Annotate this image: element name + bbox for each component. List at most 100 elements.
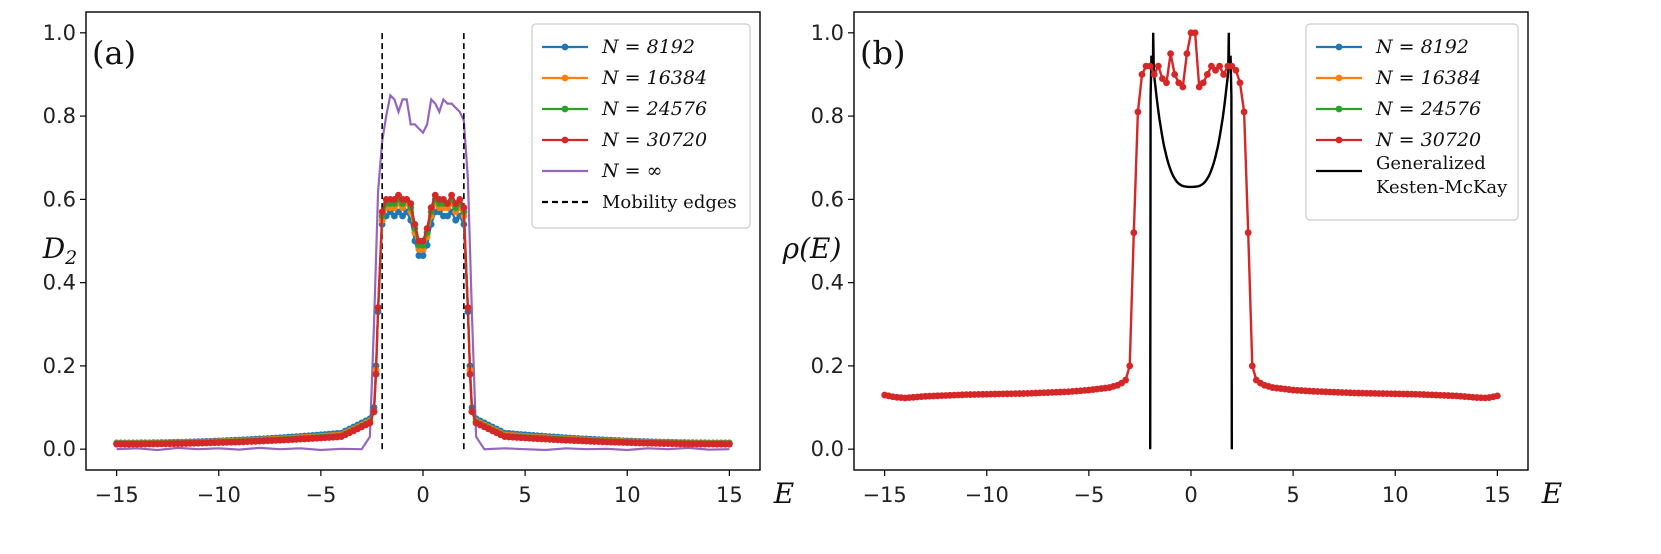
- data-point: [395, 208, 402, 216]
- data-point: [1240, 108, 1248, 116]
- legend-label: Mobility edges: [602, 192, 737, 213]
- data-point: [1175, 79, 1183, 87]
- data-point: [466, 370, 474, 378]
- series-density: [881, 29, 1501, 402]
- data-point: [1122, 376, 1130, 384]
- data-point: [419, 252, 427, 259]
- data-point: [411, 220, 419, 228]
- axes-ticks-a: −15 −10 −5 0 5 10 15 0.0 0.2 0.4 0.6 0.8 1.0: [43, 21, 743, 507]
- series-line: [116, 197, 730, 445]
- data-point: [725, 440, 733, 448]
- y-tick-label-a: 0.8: [43, 104, 76, 128]
- data-point: [468, 408, 476, 416]
- data-point: [452, 200, 460, 207]
- series-b: [881, 29, 1501, 450]
- y-tick-label-a: 0.0: [43, 437, 76, 461]
- data-point: [452, 216, 460, 224]
- legend-label: N = 24576: [1375, 98, 1481, 120]
- data-point: [1493, 392, 1501, 400]
- data-point: [1199, 79, 1207, 87]
- data-point: [1138, 71, 1146, 78]
- y-axis-label-b: ρ(E): [782, 232, 842, 265]
- legend-marker: [1335, 74, 1343, 82]
- y-tick-label-b: 0.4: [811, 271, 844, 295]
- data-point: [370, 408, 378, 416]
- x-tick-label-b: −10: [965, 483, 1009, 507]
- y-tick-label-a: 0.4: [43, 271, 76, 295]
- x-tick-label-a: 15: [716, 483, 743, 507]
- series-n16384: [113, 200, 733, 447]
- y-axis-label-a-sub: 2: [64, 247, 77, 269]
- data-point: [403, 195, 411, 203]
- data-point: [423, 225, 431, 232]
- data-point: [1150, 71, 1158, 78]
- panel-a: −15 −10 −5 0 5 10 15 0.0 0.2 0.4 0.6 0.8 1.0 (a) E D…: [42, 11, 794, 510]
- legend-marker: [1335, 136, 1343, 144]
- panel-label-b: (b): [860, 34, 905, 72]
- data-point: [1179, 83, 1187, 91]
- y-tick-label-b: 0.0: [811, 437, 844, 461]
- data-point: [1134, 108, 1142, 116]
- legend-label: N = 16384: [1375, 67, 1481, 89]
- data-point: [1130, 229, 1138, 237]
- legend-label: N = ∞: [601, 160, 662, 182]
- data-point: [395, 191, 402, 199]
- legend-label: Generalized: [1376, 153, 1486, 174]
- y-tick-label-a: 0.2: [43, 354, 76, 378]
- data-point: [464, 304, 472, 312]
- data-point: [374, 304, 382, 312]
- x-tick-label-b: 5: [1286, 483, 1299, 507]
- data-point: [427, 204, 435, 212]
- data-point: [1220, 71, 1228, 78]
- series-n24576: [113, 195, 733, 448]
- y-tick-label-a: 0.6: [43, 187, 76, 211]
- y-tick-label-a: 1.0: [43, 21, 76, 45]
- panel-b: −15 −10 −5 0 5 10 15 0.0 0.2 0.4 0.6 0.8 1.0 (b) E ρ…: [782, 11, 1562, 510]
- series-line: [116, 192, 730, 446]
- axes-ticks-b: −15 −10 −5 0 5 10 15 0.0 0.2 0.4 0.6 0.8 1.0: [811, 21, 1511, 507]
- data-point: [1163, 79, 1170, 87]
- data-point: [1171, 71, 1179, 78]
- x-tick-label-a: 10: [614, 483, 641, 507]
- data-point: [1208, 62, 1215, 70]
- legend-marker: [561, 136, 569, 144]
- data-point: [444, 200, 451, 207]
- data-point: [1203, 71, 1211, 78]
- panel-label-a: (a): [92, 34, 136, 72]
- data-point: [378, 208, 386, 216]
- x-tick-label-b: −5: [1073, 483, 1104, 507]
- data-point: [1232, 66, 1240, 74]
- y-tick-label-b: 0.6: [811, 187, 844, 211]
- data-point: [1228, 62, 1236, 70]
- legend-label: N = 30720: [601, 129, 707, 151]
- x-axis-label-a: E: [773, 477, 794, 510]
- data-point: [1191, 29, 1199, 37]
- data-point: [456, 195, 464, 203]
- legend-marker: [561, 105, 569, 113]
- data-point: [1248, 362, 1256, 370]
- x-tick-label-b: 15: [1484, 483, 1511, 507]
- x-tick-label-a: −5: [305, 483, 336, 507]
- data-point: [448, 191, 455, 199]
- legend-marker: [1335, 105, 1343, 113]
- data-point: [1216, 62, 1223, 70]
- x-tick-label-a: 0: [416, 483, 429, 507]
- data-point: [391, 195, 398, 203]
- data-point: [372, 370, 380, 378]
- data-point: [399, 212, 406, 220]
- y-tick-label-b: 0.2: [811, 354, 844, 378]
- x-tick-label-a: 5: [518, 483, 531, 507]
- data-point: [1183, 50, 1191, 58]
- legend-marker: [561, 74, 569, 82]
- x-axis-label-b: E: [1541, 477, 1562, 510]
- y-tick-label-b: 0.8: [811, 104, 844, 128]
- legend-label: N = 24576: [601, 98, 707, 120]
- legend-marker: [561, 43, 569, 51]
- legend-marker: [1335, 43, 1343, 51]
- x-tick-label-a: −15: [94, 483, 138, 507]
- kesten-mckay-curve: [1149, 32, 1233, 450]
- data-point: [431, 191, 439, 199]
- series-a: [113, 32, 733, 452]
- x-tick-label-b: 0: [1184, 483, 1197, 507]
